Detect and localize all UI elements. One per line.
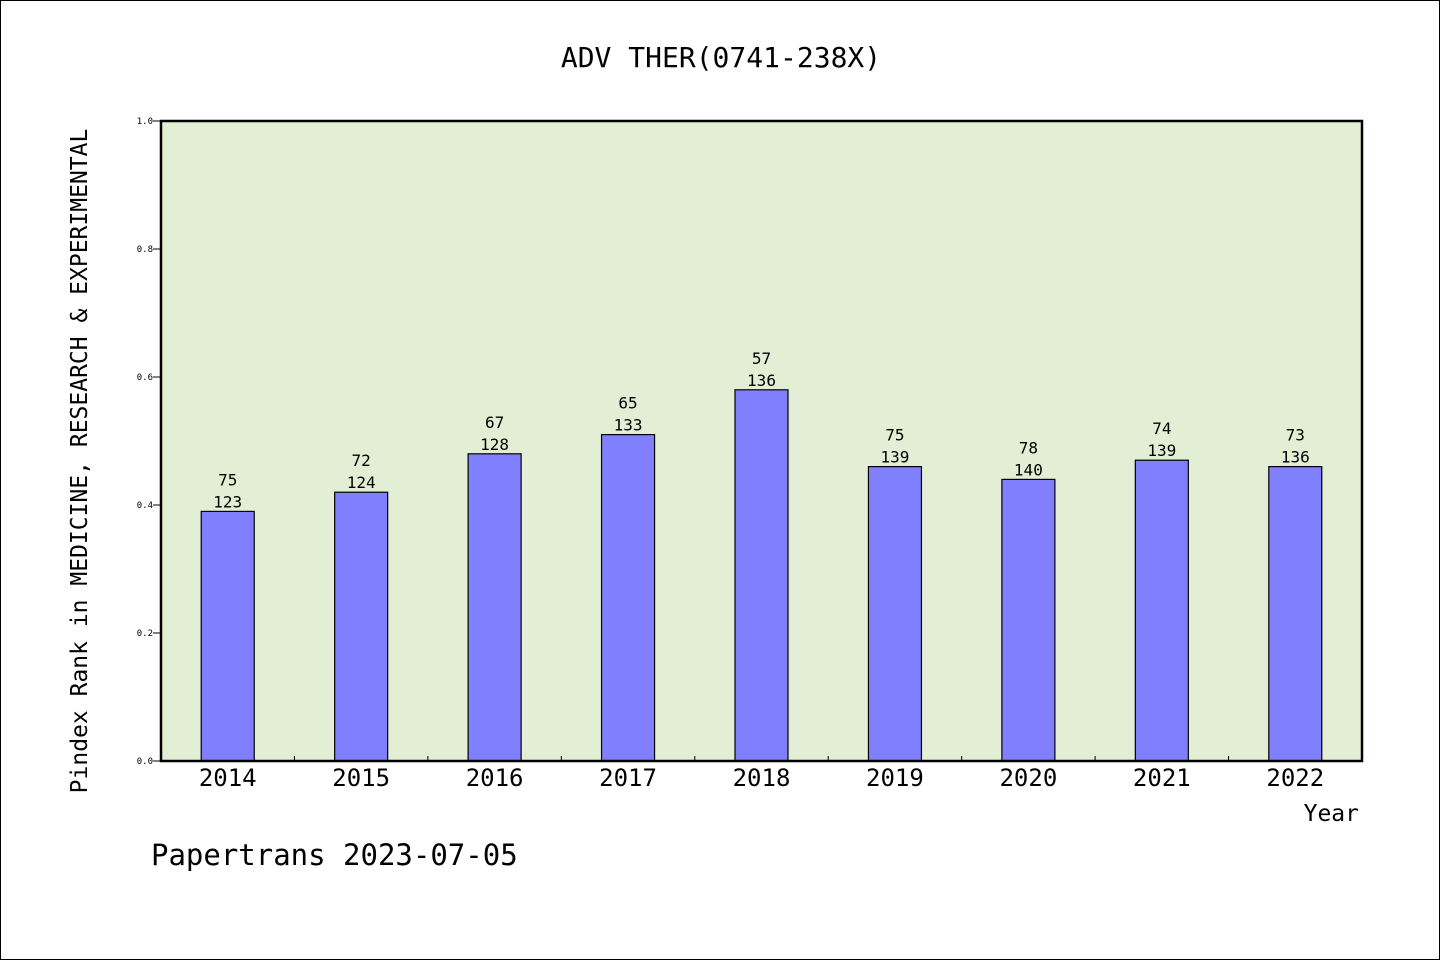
y-tick-label: 0.2	[137, 629, 153, 639]
footer-credit: Papertrans 2023-07-05	[151, 838, 518, 872]
bar-rank-label: 65	[618, 394, 637, 413]
bar-2019	[867, 466, 923, 762]
x-tick-label: 2018	[733, 764, 791, 792]
y-tick-label: 0.6	[137, 373, 153, 383]
bar-rank-label: 75	[218, 470, 237, 489]
bar-2018	[734, 389, 789, 762]
bar-rank-label: 57	[752, 349, 771, 368]
x-tick-label: 2021	[1133, 764, 1191, 792]
bar-2016	[467, 453, 522, 762]
bar-2021	[1134, 459, 1189, 762]
bar-total-label: 123	[213, 492, 242, 511]
x-tick-label: 2020	[999, 764, 1057, 792]
y-tick-label: 0.8	[137, 245, 153, 255]
x-tick-label: 2022	[1266, 764, 1324, 792]
bar-2017	[600, 434, 656, 762]
bar-2020	[1001, 478, 1056, 762]
bar-2022	[1268, 466, 1323, 762]
x-tick-label: 2014	[199, 764, 257, 792]
x-tick-label: 2017	[599, 764, 657, 792]
bar-total-label: 139	[880, 448, 909, 467]
bar-total-label: 128	[480, 435, 509, 454]
y-tick-label: 0.4	[137, 501, 153, 511]
y-tick-label: 0.0	[137, 757, 153, 767]
bar-rank-label: 78	[1019, 438, 1038, 457]
bar-total-label: 124	[347, 473, 376, 492]
x-tick-label: 2015	[332, 764, 390, 792]
plot-border	[159, 119, 1364, 763]
bar-total-label: 136	[747, 371, 776, 390]
bar-2014	[200, 510, 255, 762]
x-tick-label: 2019	[866, 764, 924, 792]
chart-title: ADV THER(0741-238X)	[561, 41, 881, 74]
bar-rank-label: 72	[352, 451, 371, 470]
bar-total-label: 140	[1014, 460, 1043, 479]
bar-2015	[334, 491, 389, 762]
y-axis-label: Pindex Rank in MEDICINE, RESEARCH & EXPE…	[67, 129, 93, 794]
x-tick-label: 2016	[466, 764, 524, 792]
bar-rank-label: 74	[1152, 419, 1171, 438]
bar-rank-label: 73	[1286, 426, 1305, 445]
bar-rank-label: 67	[485, 413, 504, 432]
bar-total-label: 139	[1147, 441, 1176, 460]
x-axis-label: Year	[1304, 801, 1359, 827]
bar-total-label: 136	[1281, 448, 1310, 467]
bar-total-label: 133	[614, 416, 643, 435]
y-tick-label: 1.0	[137, 117, 153, 127]
bar-rank-label: 75	[885, 426, 904, 445]
